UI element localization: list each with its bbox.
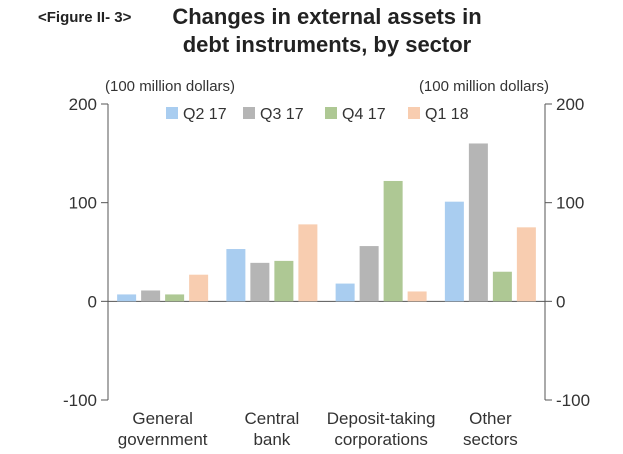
right-tick-label: 100 — [556, 194, 584, 213]
category-label: Deposit-taking — [327, 409, 436, 428]
left-tick-label: 100 — [69, 194, 97, 213]
left-axis-unit: (100 million dollars) — [105, 78, 235, 95]
bar — [250, 262, 270, 302]
legend-swatch — [408, 107, 420, 119]
category-label: Other — [469, 409, 512, 428]
chart-title-line-2: debt instruments, by sector — [183, 32, 472, 57]
right-tick-label: 200 — [556, 95, 584, 114]
bar — [359, 246, 379, 302]
bar — [298, 224, 318, 302]
chart-title-line-1: Changes in external assets in — [172, 4, 481, 29]
bar — [383, 180, 403, 302]
bar — [165, 294, 185, 302]
left-tick-label: 0 — [88, 292, 97, 311]
legend-label: Q4 17 — [342, 106, 386, 123]
figure-label: <Figure II- 3> — [38, 9, 132, 26]
bar — [335, 283, 355, 302]
legend-label: Q3 17 — [260, 106, 304, 123]
legend-swatch — [166, 107, 178, 119]
legend: Q2 17 Q3 17 Q4 17 Q1 18 — [166, 106, 469, 123]
legend-swatch — [243, 107, 255, 119]
bar — [117, 294, 137, 302]
bars — [117, 143, 536, 302]
right-tick-label: 0 — [556, 292, 565, 311]
right-tick-label: -100 — [556, 391, 590, 410]
left-tick-label: 200 — [69, 95, 97, 114]
category-label: government — [118, 430, 208, 449]
bar — [492, 271, 512, 302]
bar — [468, 143, 488, 302]
legend-label: Q2 17 — [183, 106, 227, 123]
left-tick-label: -100 — [63, 391, 97, 410]
category-label: sectors — [463, 430, 518, 449]
legend-label: Q1 18 — [425, 106, 469, 123]
category-label: Central — [244, 409, 299, 428]
axes: -100 -100 0 0 100 100 200 200 — [63, 95, 590, 410]
category-label: corporations — [334, 430, 428, 449]
legend-swatch — [325, 107, 337, 119]
category-label: bank — [253, 430, 290, 449]
bar — [141, 290, 161, 302]
bar — [516, 227, 536, 302]
category-label: General — [132, 409, 192, 428]
bar — [189, 274, 209, 302]
bar — [226, 249, 246, 302]
right-axis-unit: (100 million dollars) — [419, 78, 549, 95]
bar — [274, 260, 294, 302]
bar — [444, 201, 464, 302]
category-labels: General government Central bank Deposit-taki… — [118, 409, 518, 449]
bar — [407, 291, 427, 302]
